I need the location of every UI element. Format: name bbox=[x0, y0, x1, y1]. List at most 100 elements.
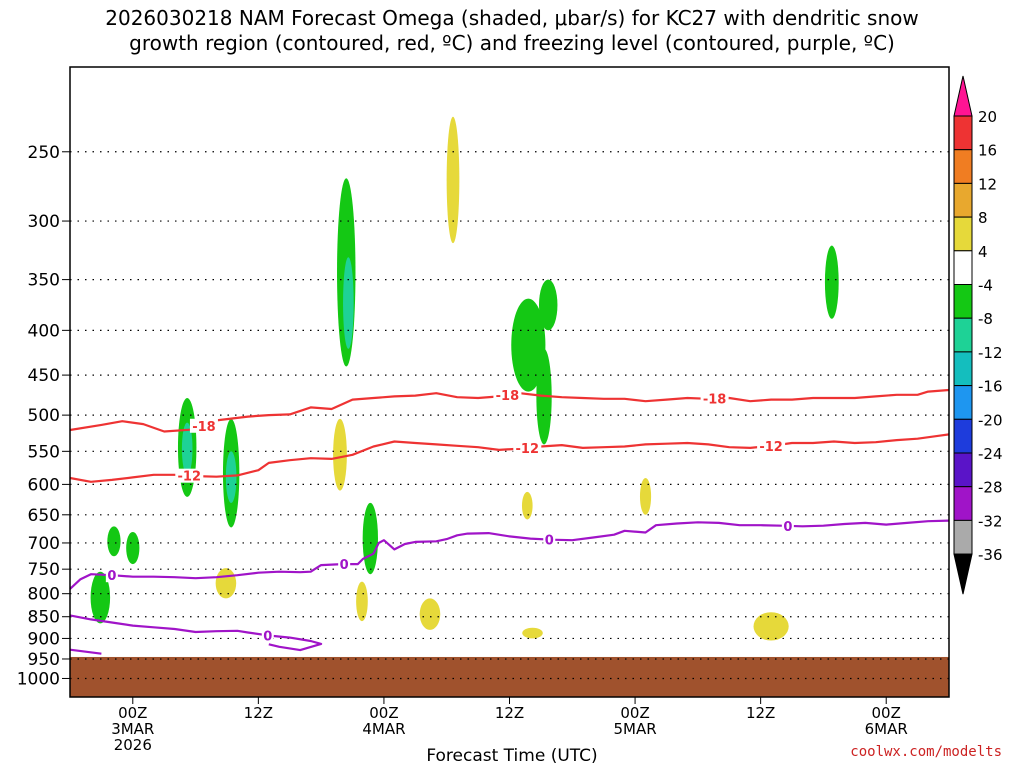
colorbar-segment bbox=[953, 284, 973, 319]
y-tick-label-300: 300 bbox=[28, 212, 60, 232]
colorbar-segment bbox=[953, 250, 973, 286]
y-tick-label-350: 350 bbox=[28, 271, 60, 291]
omega-region bbox=[538, 279, 558, 331]
colorbar-segment bbox=[953, 317, 973, 353]
contour-line bbox=[69, 433, 950, 483]
contour-label: -12 bbox=[759, 440, 783, 455]
omega-region bbox=[446, 116, 460, 244]
colorbar-segment bbox=[953, 385, 973, 420]
contour-label-bg bbox=[189, 418, 218, 433]
colorbar-segment bbox=[953, 418, 973, 454]
x-tick-label: 00Z bbox=[369, 704, 398, 722]
omega-region bbox=[521, 491, 533, 520]
contour-label: -12 bbox=[516, 442, 540, 457]
colorbar-segment bbox=[953, 486, 973, 521]
y-tick-label-700: 700 bbox=[28, 534, 60, 554]
omega-region bbox=[824, 245, 839, 319]
colorbar-segment bbox=[953, 149, 973, 184]
omega-region bbox=[356, 581, 368, 622]
y-tick-label-250: 250 bbox=[28, 143, 60, 163]
chart-title-line2: growth region (contoured, red, ºC) and f… bbox=[129, 31, 895, 55]
contour-line bbox=[69, 519, 950, 590]
colorbar-label: 8 bbox=[978, 209, 988, 227]
colorbar-segment bbox=[953, 216, 973, 252]
y-tick-label-500: 500 bbox=[28, 406, 60, 426]
colorbar: 20 16 12 8 4 -4 -8 -12 -16 -20 -24 -28 -32 -36 bbox=[953, 75, 1003, 595]
chart-title: 2026030218 NAM Forecast Omega (shaded, μ… bbox=[0, 6, 1024, 56]
colorbar-label: 4 bbox=[978, 243, 988, 261]
site-credit[interactable]: coolwx.com/modelts bbox=[850, 744, 1002, 760]
contour-label-bg bbox=[513, 440, 542, 455]
omega-region bbox=[181, 422, 193, 475]
colorbar-label: 20 bbox=[978, 108, 997, 126]
x-tick-label: 12Z bbox=[495, 704, 524, 722]
omega-region bbox=[90, 571, 111, 624]
x-tick-label: 00Z bbox=[620, 704, 649, 722]
y-tick-label-600: 600 bbox=[28, 475, 60, 495]
contour-dendritic--18: -18 -18 -18 bbox=[69, 388, 950, 435]
x-tick-label: 12Z bbox=[746, 704, 775, 722]
omega-region bbox=[225, 451, 237, 503]
colorbar-label: -4 bbox=[978, 277, 993, 295]
omega-region bbox=[511, 298, 546, 392]
chart-title-line1: 2026030218 NAM Forecast Omega (shaded, μ… bbox=[105, 6, 919, 30]
contour-freezing-0-upper: 0 0 0 0 bbox=[69, 518, 950, 590]
contour-label-bg bbox=[105, 568, 118, 583]
contour-dendritic--12: -12 -12 -12 bbox=[69, 433, 950, 485]
colorbar-top-arrow bbox=[953, 75, 973, 117]
colorbar-segment bbox=[953, 182, 973, 218]
y-tick-label-800: 800 bbox=[28, 585, 60, 605]
colorbar-label: -36 bbox=[978, 546, 1003, 564]
omega-region bbox=[362, 502, 378, 575]
colorbar-label: -24 bbox=[978, 445, 1003, 463]
grid-lines: 2503003504004505005506006507007508008509… bbox=[17, 143, 949, 689]
omega-region bbox=[522, 627, 543, 639]
x-tick-label: 3MAR bbox=[111, 720, 154, 738]
contour-label: 0 bbox=[340, 558, 349, 573]
colorbar-label: -8 bbox=[978, 310, 993, 328]
colorbar-label: -12 bbox=[978, 344, 1003, 362]
y-tick-label-750: 750 bbox=[28, 560, 60, 580]
omega-region bbox=[107, 526, 121, 557]
contour-label-bg bbox=[175, 468, 204, 483]
y-tick-label-850: 850 bbox=[28, 608, 60, 628]
colorbar-bottom-arrow bbox=[953, 553, 973, 595]
x-tick-label: 4MAR bbox=[362, 720, 405, 738]
contour-label: 0 bbox=[107, 569, 116, 584]
y-tick-label-950: 950 bbox=[28, 650, 60, 670]
omega-region bbox=[343, 257, 354, 349]
contour-label: 0 bbox=[783, 520, 792, 535]
contour-label: -18 bbox=[496, 389, 520, 404]
x-tick-label: 00Z bbox=[872, 704, 901, 722]
contour-line bbox=[69, 614, 323, 652]
contour-label: 0 bbox=[545, 534, 554, 549]
colorbar-segment bbox=[953, 519, 973, 555]
contour-label-bg bbox=[700, 391, 729, 406]
x-tick-label: 5MAR bbox=[613, 720, 656, 738]
x-tick-label: 6MAR bbox=[865, 720, 908, 738]
contour-label: -18 bbox=[703, 393, 727, 408]
colorbar-label: -16 bbox=[978, 378, 1003, 396]
omega-region bbox=[126, 531, 140, 565]
plot-frame bbox=[69, 66, 950, 698]
colorbar-label: -32 bbox=[978, 512, 1003, 530]
contour-label-bg bbox=[493, 388, 522, 403]
y-tick-label-450: 450 bbox=[28, 366, 60, 386]
colorbar-segment bbox=[953, 351, 973, 387]
omega-region bbox=[215, 568, 237, 599]
colorbar-label: 16 bbox=[978, 142, 997, 160]
contour-label-bg bbox=[543, 532, 556, 547]
y-tick-label-550: 550 bbox=[28, 442, 60, 462]
colorbar-label: -20 bbox=[978, 411, 1003, 429]
colorbar-segment bbox=[953, 452, 973, 488]
contour-freezing-0-surface bbox=[69, 648, 102, 655]
x-tick-label: 00Z bbox=[118, 704, 147, 722]
colorbar-label: 12 bbox=[978, 175, 997, 193]
x-tick-label: 12Z bbox=[244, 704, 273, 722]
contour-label: -18 bbox=[192, 420, 216, 435]
omega-region bbox=[333, 418, 347, 491]
contour-line bbox=[69, 388, 950, 433]
contour-label-bg bbox=[261, 628, 274, 643]
colorbar-segment bbox=[953, 115, 973, 151]
